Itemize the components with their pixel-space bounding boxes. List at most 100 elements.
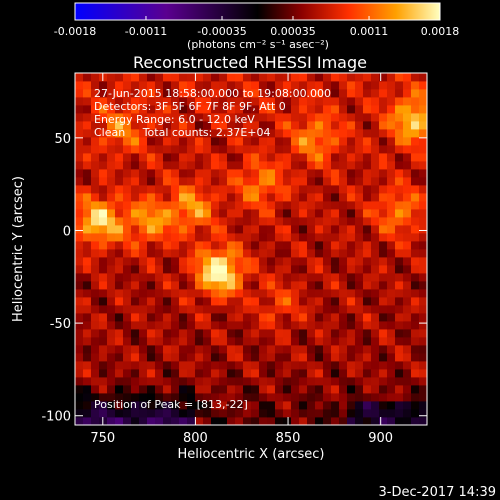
heatmap-cell <box>195 249 204 258</box>
heatmap-cell <box>147 233 156 242</box>
heatmap-cell <box>147 337 156 346</box>
heatmap-cell <box>123 161 132 170</box>
heatmap-cell <box>355 329 364 338</box>
heatmap-cell <box>267 89 276 98</box>
heatmap-cell <box>291 121 300 130</box>
heatmap-cell <box>291 337 300 346</box>
heatmap-cell <box>403 129 412 138</box>
heatmap-cell <box>115 81 124 90</box>
heatmap-cell <box>163 161 172 170</box>
heatmap-cell <box>195 321 204 330</box>
heatmap-cell <box>411 417 420 426</box>
heatmap-cell <box>123 153 132 162</box>
heatmap-cell <box>251 225 260 234</box>
heatmap-cell <box>371 129 380 138</box>
heatmap-cell <box>411 201 420 210</box>
heatmap-cell <box>211 89 220 98</box>
heatmap-cell <box>403 337 412 346</box>
heatmap-cell <box>371 105 380 114</box>
heatmap-cell <box>123 257 132 266</box>
heatmap-cell <box>227 273 236 282</box>
heatmap-cell <box>171 81 180 90</box>
heatmap-cell <box>179 409 188 418</box>
heatmap-cell <box>139 81 148 90</box>
heatmap-cell <box>387 345 396 354</box>
heatmap-cell <box>187 201 196 210</box>
heatmap-cell <box>227 385 236 394</box>
heatmap-cell <box>259 89 268 98</box>
heatmap-cell <box>251 113 260 122</box>
heatmap-cell <box>339 289 348 298</box>
heatmap-cell <box>187 241 196 250</box>
heatmap-cell <box>347 337 356 346</box>
heatmap-cell <box>371 201 380 210</box>
heatmap-cell <box>307 169 316 178</box>
heatmap-cell <box>187 273 196 282</box>
heatmap-cell <box>123 233 132 242</box>
heatmap-cell <box>203 305 212 314</box>
heatmap-cell <box>211 105 220 114</box>
heatmap-cell <box>235 345 244 354</box>
heatmap-cell <box>203 241 212 250</box>
heatmap-cell <box>203 337 212 346</box>
x-axis-label: Heliocentric X (arcsec) <box>178 447 325 462</box>
heatmap-cell <box>315 385 324 394</box>
heatmap-cell <box>115 97 124 106</box>
heatmap-cell <box>323 81 332 90</box>
heatmap-cell <box>243 177 252 186</box>
heatmap-cell <box>355 369 364 378</box>
heatmap-cell <box>107 305 116 314</box>
heatmap-cell <box>403 377 412 386</box>
heatmap-cell <box>107 401 116 410</box>
heatmap-cell <box>139 177 148 186</box>
heatmap-cell <box>283 265 292 274</box>
heatmap-cell <box>91 121 100 130</box>
heatmap-cell <box>307 177 316 186</box>
heatmap-cell <box>235 289 244 298</box>
heatmap-cell <box>315 89 324 98</box>
heatmap-cell <box>227 105 236 114</box>
heatmap-cell <box>155 281 164 290</box>
heatmap-cell <box>83 329 92 338</box>
heatmap-cell <box>291 401 300 410</box>
heatmap-cell <box>331 369 340 378</box>
heatmap-cell <box>315 97 324 106</box>
heatmap-cell <box>395 89 404 98</box>
heatmap-cell <box>339 409 348 418</box>
heatmap-cell <box>403 145 412 154</box>
heatmap-cell <box>91 81 100 90</box>
heatmap-cell <box>155 401 164 410</box>
heatmap-cell <box>227 145 236 154</box>
heatmap-cell <box>355 281 364 290</box>
heatmap-cell <box>171 161 180 170</box>
heatmap-cell <box>75 417 84 426</box>
heatmap-cell <box>323 417 332 426</box>
heatmap-cell <box>395 329 404 338</box>
heatmap-cell <box>235 313 244 322</box>
heatmap-cell <box>419 145 428 154</box>
heatmap-cell <box>299 313 308 322</box>
heatmap-cell <box>259 417 268 426</box>
heatmap-cell <box>347 153 356 162</box>
heatmap-cell <box>211 153 220 162</box>
heatmap-cell <box>291 273 300 282</box>
heatmap-cell <box>147 105 156 114</box>
heatmap-cell <box>171 297 180 306</box>
heatmap-cell <box>371 345 380 354</box>
heatmap-cell <box>355 393 364 402</box>
heatmap-cell <box>315 225 324 234</box>
heatmap-cell <box>251 169 260 178</box>
heatmap-cell <box>123 417 132 426</box>
heatmap-cell <box>163 345 172 354</box>
heatmap-cell <box>179 313 188 322</box>
heatmap-cell <box>363 281 372 290</box>
heatmap-cell <box>115 89 124 98</box>
heatmap-cell <box>187 185 196 194</box>
heatmap-cell <box>267 305 276 314</box>
heatmap-cell <box>243 225 252 234</box>
heatmap-cell <box>315 313 324 322</box>
heatmap-cell <box>283 305 292 314</box>
heatmap-cell <box>75 401 84 410</box>
heatmap-cell <box>307 161 316 170</box>
heatmap-cell <box>115 297 124 306</box>
